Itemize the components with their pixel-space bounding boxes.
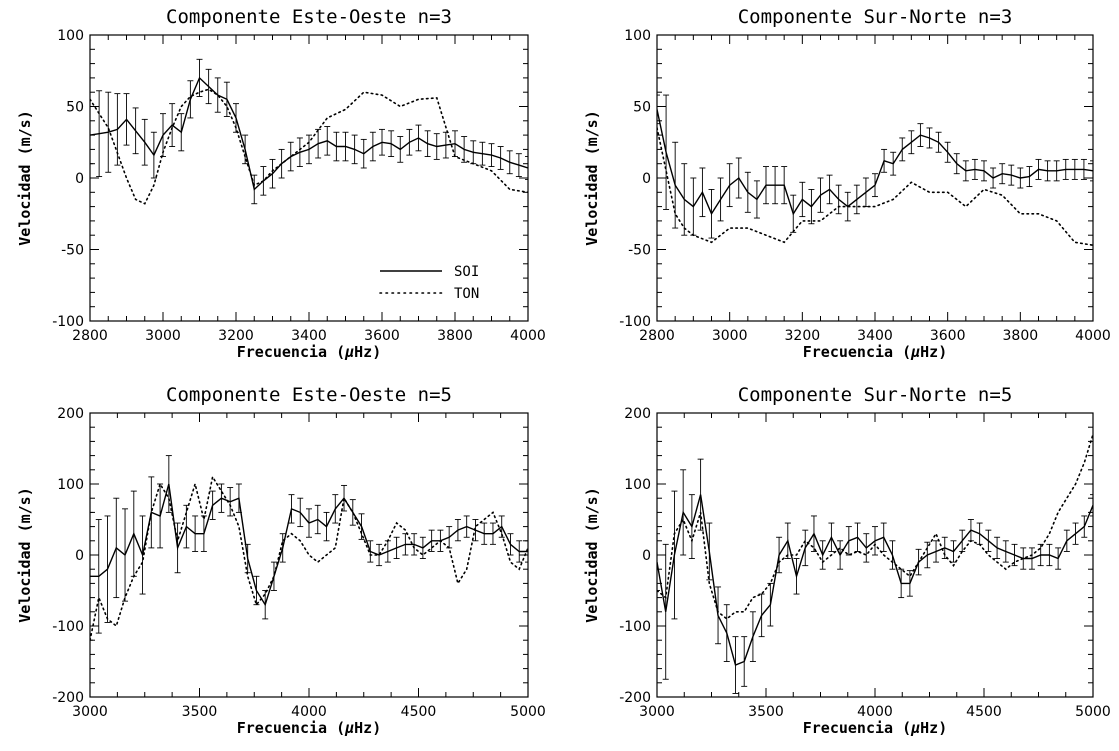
y-tick-label: -100 — [619, 314, 651, 330]
y-tick-label: 200 — [57, 406, 84, 422]
y-tick-label: 50 — [633, 100, 651, 116]
x-axis-label-part: μ — [344, 343, 354, 361]
series-line-soi — [657, 494, 1093, 666]
chart-panel-3: Componente Este-Oeste n=5 3000 3500 4000 450… — [16, 384, 546, 737]
x-tick-label: 4500 — [401, 704, 437, 720]
x-tick-label: 3000 — [72, 704, 108, 720]
series-line-soi — [90, 76, 528, 191]
x-tick-label: 4000 — [857, 704, 893, 720]
y-tick-label: -200 — [52, 690, 84, 706]
x-axis-label-part: Hz) — [354, 719, 381, 737]
legend-label-ton: TON — [454, 286, 479, 302]
series-line-ton — [90, 474, 528, 642]
x-tick-label: 3400 — [291, 328, 327, 344]
chart-panel-4: Componente Sur-Norte n=5 3000 3500 4000 4500… — [583, 384, 1111, 737]
x-tick-label: 3800 — [437, 328, 473, 344]
y-axis-label: Velocidad (m/s) — [583, 110, 601, 245]
x-tick-label: 3500 — [748, 704, 784, 720]
legend-label-soi: SOI — [454, 264, 479, 280]
series-line-soi — [90, 483, 528, 607]
x-tick-label: 4000 — [510, 328, 546, 344]
series-line-soi — [657, 109, 1093, 216]
x-axis-label: Frecuencia (μHz) — [803, 343, 948, 361]
x-tick-label: 2800 — [639, 328, 675, 344]
x-tick-label: 3500 — [182, 704, 218, 720]
series-line-ton — [90, 88, 528, 205]
series-group — [657, 94, 1093, 246]
x-tick-label: 4000 — [1075, 328, 1111, 344]
y-tick-label: 50 — [66, 100, 84, 116]
x-axis-label-part: μ — [344, 719, 354, 737]
x-axis-label-part: Frecuencia ( — [803, 719, 911, 737]
x-tick-label: 3600 — [364, 328, 400, 344]
x-axis-label-part: Hz) — [354, 343, 381, 361]
chart-title: Componente Sur-Norte n=3 — [738, 6, 1013, 28]
chart-panel-2: Componente Sur-Norte n=3 2800 3000 3200 3400… — [583, 6, 1111, 361]
x-tick-label: 2800 — [72, 328, 108, 344]
x-tick-label: 5000 — [1075, 704, 1111, 720]
x-tick-label: 3000 — [639, 704, 675, 720]
x-tick-label: 3400 — [857, 328, 893, 344]
y-tick-label: 100 — [57, 28, 84, 44]
x-tick-label: 4500 — [966, 704, 1002, 720]
series-line-ton — [657, 127, 1093, 246]
x-axis-label-part: μ — [910, 343, 920, 361]
x-axis-label: Frecuencia (μHz) — [803, 719, 948, 737]
x-axis-label: Frecuencia (μHz) — [237, 719, 382, 737]
x-tick-label: 3000 — [712, 328, 748, 344]
series-group — [90, 58, 528, 205]
legend: SOI TON — [379, 264, 479, 302]
x-axis-label: Frecuencia (μHz) — [237, 343, 382, 361]
y-tick-label: 100 — [57, 477, 84, 493]
x-axis-label-part: Frecuencia ( — [803, 343, 911, 361]
y-tick-label: 0 — [642, 171, 651, 187]
x-axis-label-part: Hz) — [920, 343, 947, 361]
chart-title: Componente Este-Oeste n=3 — [166, 6, 452, 28]
x-tick-label: 4000 — [291, 704, 327, 720]
x-axis-label-part: Frecuencia ( — [237, 343, 345, 361]
x-tick-label: 3200 — [785, 328, 821, 344]
chart-panel-1: Componente Este-Oeste n=3 2800 3000 3200 340… — [16, 6, 546, 361]
x-tick-label: 3000 — [145, 328, 181, 344]
y-tick-label: -50 — [61, 243, 84, 259]
y-tick-label: 200 — [624, 406, 651, 422]
y-axis-label: Velocidad (m/s) — [16, 110, 34, 245]
plot-frame — [89, 412, 529, 698]
x-tick-label: 3600 — [930, 328, 966, 344]
chart-title: Componente Sur-Norte n=5 — [738, 384, 1013, 406]
x-tick-label: 3200 — [218, 328, 254, 344]
x-tick-label: 3800 — [1003, 328, 1039, 344]
series-line-ton — [657, 433, 1093, 620]
y-tick-label: -50 — [628, 243, 651, 259]
y-tick-label: 0 — [75, 171, 84, 187]
x-tick-label: 5000 — [510, 704, 546, 720]
y-axis-label: Velocidad (m/s) — [583, 487, 601, 622]
y-tick-label: 100 — [624, 28, 651, 44]
series-group — [657, 433, 1093, 694]
y-tick-label: -100 — [52, 619, 84, 635]
chart-title: Componente Este-Oeste n=5 — [166, 384, 452, 406]
y-tick-label: 0 — [642, 548, 651, 564]
x-axis-label-part: μ — [910, 719, 920, 737]
y-tick-label: -100 — [619, 619, 651, 635]
y-tick-label: -200 — [619, 690, 651, 706]
y-axis-label: Velocidad (m/s) — [16, 487, 34, 622]
x-axis-label-part: Frecuencia ( — [237, 719, 345, 737]
series-group — [90, 455, 528, 642]
y-tick-label: 0 — [75, 548, 84, 564]
x-axis-label-part: Hz) — [920, 719, 947, 737]
y-tick-label: -100 — [52, 314, 84, 330]
y-tick-label: 100 — [624, 477, 651, 493]
